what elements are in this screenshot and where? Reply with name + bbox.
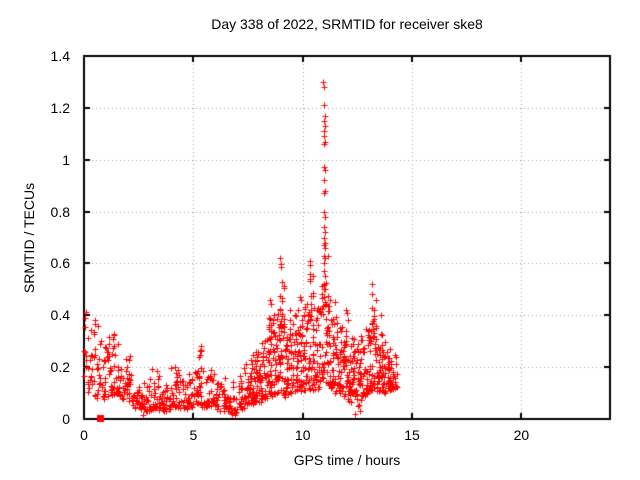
x-tick-label: 0 <box>80 427 88 443</box>
y-tick-label: 0.8 <box>50 203 70 220</box>
x-axis-label: GPS time / hours <box>293 452 401 468</box>
x-tick-label: 5 <box>189 427 198 443</box>
chart-title: Day 338 of 2022, SRMTID for receiver ske… <box>211 16 483 32</box>
y-tick-label: 0.6 <box>50 255 70 272</box>
y-tick-label: 0 <box>62 411 70 427</box>
x-tick-label: 20 <box>513 427 530 443</box>
y-tick-label: 0.2 <box>50 359 70 376</box>
y-tick-label: 0.4 <box>50 307 70 324</box>
x-tick-label: 10 <box>294 427 311 443</box>
y-tick-label: 1.4 <box>50 48 70 64</box>
y-tick-label: 1 <box>62 151 70 168</box>
x-tick-label: 15 <box>404 427 420 443</box>
y-axis-label: SRMTID / TECUs <box>21 182 37 294</box>
y-tick-label: 1.2 <box>50 99 70 116</box>
